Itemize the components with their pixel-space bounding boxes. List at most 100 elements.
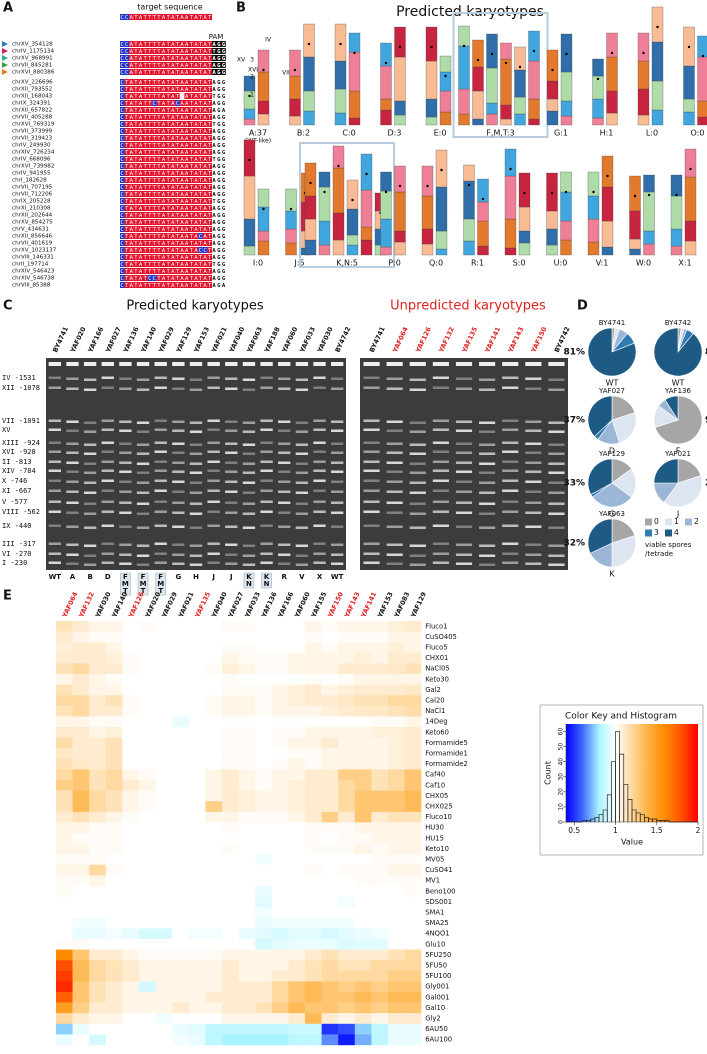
band [207, 461, 219, 464]
heatmap-cell [73, 1024, 90, 1035]
heatmap-cell [139, 822, 156, 833]
sequence: CTATATTTTATATAATATAT [120, 122, 212, 128]
heatmap-cell [355, 663, 372, 674]
heatmap-cell [156, 1013, 173, 1024]
heatmap-cell [388, 716, 405, 727]
band [456, 443, 472, 446]
heatmap-cell [189, 759, 206, 770]
heatmap-cell [388, 833, 405, 844]
heatmap-cell [338, 663, 355, 674]
lane-label: YAF141 [483, 325, 502, 354]
band [410, 545, 426, 548]
chromosome-segment [547, 111, 558, 125]
heatmap-cell [272, 992, 289, 1003]
pam: TGG [212, 157, 225, 163]
band [525, 491, 541, 494]
band [387, 443, 403, 446]
heatmap-cell [73, 727, 90, 738]
band [190, 453, 202, 456]
heatmap-cell [355, 674, 372, 685]
chromosome-segment [258, 72, 269, 101]
heatmap-cell [338, 801, 355, 812]
heatmap-cell [73, 748, 90, 759]
band [313, 470, 325, 473]
heatmap-cell [255, 950, 272, 961]
band [155, 470, 167, 473]
heatmap-cell [388, 738, 405, 749]
heatmap-cell [272, 1013, 289, 1024]
row-label: HU30 [425, 824, 444, 832]
band [525, 421, 541, 424]
heatmap-cell [388, 939, 405, 950]
heatmap-cell [322, 706, 339, 717]
band [313, 490, 325, 493]
heatmap-cell [239, 928, 256, 939]
heatmap-cell [89, 822, 106, 833]
heatmap-cell [405, 674, 422, 685]
heatmap-cell [305, 738, 322, 749]
lane-label: YAF166 [86, 325, 105, 354]
chromosome-segment [602, 221, 613, 247]
heatmap-cell [56, 939, 73, 950]
heatmap-cell [56, 897, 73, 908]
chromosome-segment [319, 245, 330, 255]
heatmap-cell [288, 833, 305, 844]
heatmap-cell [222, 833, 239, 844]
heatmap-cell [371, 897, 388, 908]
well [49, 362, 61, 366]
sequence-name: chrVII_373999 [12, 129, 53, 135]
heatmap-cell [189, 632, 206, 643]
heatmap-cell [272, 663, 289, 674]
band [155, 429, 167, 432]
chromosome-size: X -746 [2, 477, 27, 485]
heatmap-cell [272, 748, 289, 759]
band [296, 379, 308, 382]
chromosome-segment [561, 240, 572, 255]
band [190, 422, 202, 425]
chromosome-segment [478, 221, 489, 246]
heatmap-cell [156, 621, 173, 632]
chromosome-segment [698, 36, 707, 57]
lane-label: YAF153 [192, 326, 211, 355]
y-tick-label: 60 [558, 728, 565, 736]
heatmap-cell [156, 780, 173, 791]
heatmap-cell [73, 918, 90, 929]
heatmap-cell [371, 992, 388, 1003]
heatmap-cell [205, 748, 222, 759]
heatmap-cell [272, 738, 289, 749]
pam: AGG [212, 255, 225, 261]
heatmap-cell [371, 981, 388, 992]
band [84, 444, 96, 447]
band [313, 387, 325, 390]
sequence-name: chrVII_845281 [12, 63, 53, 69]
band [84, 422, 96, 425]
band [502, 562, 518, 565]
heatmap-cell [56, 907, 73, 918]
chromosome-segment [529, 99, 540, 119]
heatmap-cell [239, 685, 256, 696]
heatmap-cell [272, 928, 289, 939]
band [119, 544, 131, 547]
chromosome-segment [602, 156, 613, 187]
heatmap-cell [222, 738, 239, 749]
chromosome-segment [547, 245, 558, 255]
heatmap-cell [305, 716, 322, 727]
heatmap-cell [388, 981, 405, 992]
heatmap-cell [122, 706, 139, 717]
heatmap-cell [56, 727, 73, 738]
heatmap-cell [189, 642, 206, 653]
heatmap-cell [122, 1003, 139, 1014]
band [331, 471, 343, 474]
heatmap-cell [355, 642, 372, 653]
band [296, 472, 308, 475]
row-label: Fluco1 [425, 622, 447, 630]
band [433, 543, 449, 546]
heatmap-cell [388, 875, 405, 886]
heatmap-cell [73, 695, 90, 706]
heatmap-cell [106, 875, 123, 886]
chromosome-segment [258, 241, 269, 255]
heatmap-cell [272, 621, 289, 632]
band [363, 480, 379, 483]
band [207, 387, 219, 390]
band [84, 564, 96, 567]
